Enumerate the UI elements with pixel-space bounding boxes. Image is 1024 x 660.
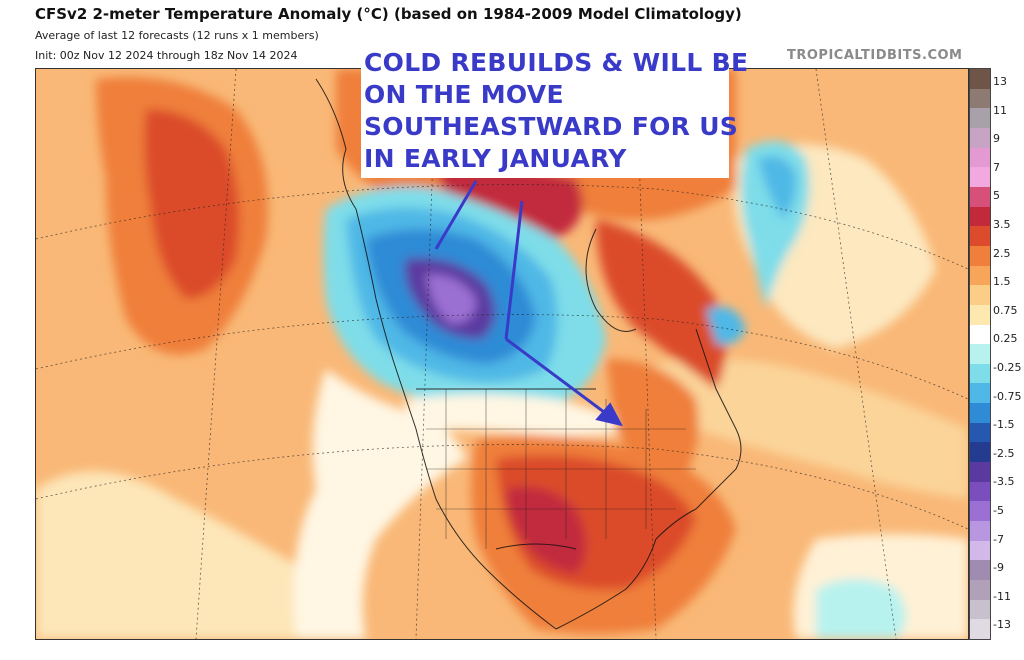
legend-label: 3.5 bbox=[993, 218, 1011, 231]
arrow-head bbox=[595, 402, 623, 427]
legend-swatch bbox=[970, 285, 990, 306]
legend-swatch bbox=[970, 442, 990, 463]
map-subtitle-average: Average of last 12 forecasts (12 runs x … bbox=[35, 29, 319, 42]
legend-swatch bbox=[970, 147, 990, 168]
legend-swatch bbox=[970, 580, 990, 601]
annotation-line: SOUTHEASTWARD FOR US bbox=[364, 112, 739, 141]
arrow-shaft bbox=[434, 180, 478, 250]
legend-label: -0.25 bbox=[993, 361, 1022, 374]
hudson-bay-outline bbox=[585, 228, 637, 332]
legend-label: -9 bbox=[993, 561, 1004, 575]
legend-swatch bbox=[970, 324, 990, 345]
legend-swatch bbox=[970, 422, 990, 443]
anomaly-cool-south bbox=[816, 579, 906, 639]
legend-swatch bbox=[970, 619, 990, 640]
legend-swatch bbox=[970, 69, 990, 90]
legend-swatch bbox=[970, 304, 990, 325]
legend-label: -11 bbox=[993, 589, 1011, 603]
legend-swatch bbox=[970, 167, 990, 188]
legend-swatch bbox=[970, 521, 990, 542]
legend-label: -5 bbox=[993, 504, 1004, 517]
source-watermark: TROPICALTIDBITS.COM bbox=[787, 48, 963, 63]
legend-label: 9 bbox=[993, 132, 1000, 146]
anomaly-extreme-cold bbox=[426, 274, 476, 324]
legend-label: -0.75 bbox=[993, 389, 1022, 403]
legend-swatch bbox=[970, 245, 990, 267]
anomaly-map bbox=[35, 68, 969, 640]
legend-swatch bbox=[970, 403, 990, 424]
east-coastline bbox=[555, 328, 742, 630]
anomaly-neutral-northern-us bbox=[406, 394, 636, 436]
legend-label: 7 bbox=[993, 160, 1000, 174]
longitude-line bbox=[195, 69, 237, 639]
annotation-line: IN EARLY JANUARY bbox=[364, 144, 627, 173]
arrow-shaft bbox=[505, 337, 609, 417]
legend-label: 11 bbox=[993, 103, 1007, 117]
west-coastline bbox=[315, 78, 557, 630]
anomaly-pale-southwest bbox=[36, 471, 336, 639]
legend-swatch bbox=[970, 501, 990, 522]
anomaly-cold-newfoundland bbox=[706, 306, 746, 345]
legend-label: 1.5 bbox=[993, 275, 1011, 289]
legend-swatch bbox=[970, 226, 990, 247]
annotation-line: COLD REBUILDS & WILL BE bbox=[364, 48, 749, 77]
arrow-shaft bbox=[504, 200, 524, 340]
map-subtitle-init: Init: 00z Nov 12 2024 through 18z Nov 14… bbox=[35, 49, 298, 62]
color-scale-legend bbox=[969, 68, 991, 640]
legend-swatch bbox=[970, 206, 990, 227]
anomaly-hot-pacific bbox=[144, 109, 240, 299]
legend-label: 5 bbox=[993, 189, 1000, 203]
legend-swatch bbox=[970, 540, 990, 561]
legend-swatch bbox=[970, 481, 990, 502]
legend-label: -2.5 bbox=[993, 446, 1015, 460]
anomaly-warm-east-coast bbox=[606, 359, 699, 489]
legend-swatch bbox=[970, 599, 990, 620]
legend-label: -1.5 bbox=[993, 418, 1015, 432]
anomaly-neutral-westcoast bbox=[293, 369, 466, 639]
annotation-line: ON THE MOVE bbox=[364, 80, 564, 109]
legend-label: -3.5 bbox=[993, 475, 1015, 489]
legend-swatch bbox=[970, 88, 990, 109]
us-mexico-border bbox=[495, 543, 577, 550]
legend-swatch bbox=[970, 560, 990, 581]
legend-swatch bbox=[970, 108, 990, 129]
legend-swatch bbox=[970, 127, 990, 149]
anomaly-map-graphic bbox=[36, 69, 968, 639]
annotation-box bbox=[361, 44, 729, 178]
legend-label: -7 bbox=[993, 532, 1004, 546]
coastlines bbox=[315, 78, 742, 630]
legend-label: 13 bbox=[993, 75, 1007, 88]
map-title: CFSv2 2-meter Temperature Anomaly (°C) (… bbox=[35, 5, 742, 23]
anomaly-cold-atlantic bbox=[758, 156, 797, 219]
legend-label: 0.75 bbox=[993, 303, 1018, 317]
legend-swatch bbox=[970, 265, 990, 286]
annotation-arrows bbox=[434, 180, 623, 427]
legend-swatch bbox=[970, 462, 990, 483]
state-lines bbox=[426, 389, 696, 549]
legend-swatch bbox=[970, 363, 990, 384]
anomaly-warm-quebec bbox=[596, 219, 726, 389]
legend-label: -13 bbox=[993, 618, 1011, 632]
legend-swatch bbox=[970, 186, 990, 208]
legend-label: 0.25 bbox=[993, 332, 1018, 346]
legend-swatch bbox=[970, 383, 990, 404]
legend-label: 2.5 bbox=[993, 246, 1011, 260]
legend-swatch bbox=[970, 344, 990, 365]
longitude-line bbox=[815, 69, 897, 639]
